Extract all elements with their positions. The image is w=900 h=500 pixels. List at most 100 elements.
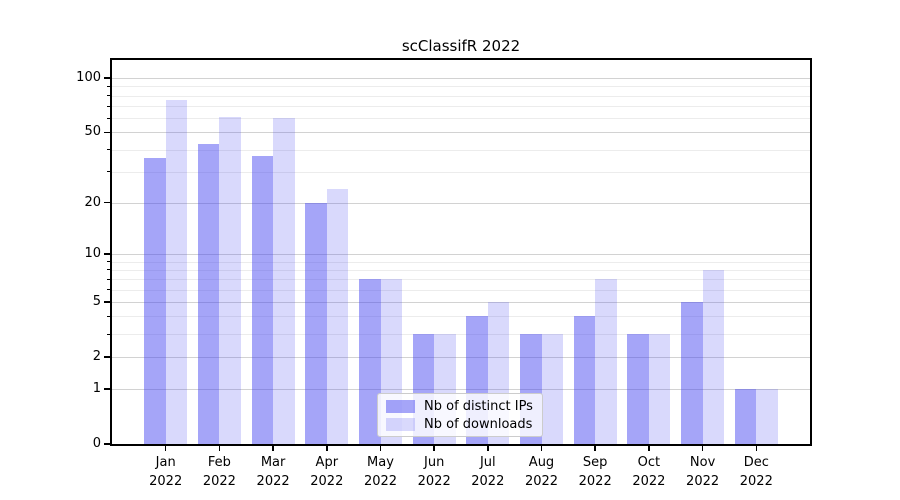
bar-feb-downloads bbox=[219, 116, 241, 444]
gridline-minor bbox=[112, 316, 810, 318]
bar-nov-downloads bbox=[702, 269, 725, 444]
bar-jan-ips bbox=[144, 157, 166, 444]
bar-may-ips bbox=[359, 279, 381, 444]
y-tick-label: 0 bbox=[92, 436, 101, 451]
bar-aug-downloads bbox=[541, 334, 563, 444]
y-tick-label: 5 bbox=[92, 294, 101, 309]
gridline-minor bbox=[112, 95, 810, 97]
x-tick-label-apr: Apr 2022 bbox=[310, 455, 344, 489]
gridline-minor bbox=[112, 269, 810, 271]
gridline-minor bbox=[112, 261, 810, 263]
x-tick-mark bbox=[218, 446, 221, 451]
y-tick-label: 10 bbox=[84, 245, 101, 261]
x-tick-mark bbox=[487, 446, 489, 451]
y-tick-mark bbox=[104, 356, 110, 358]
y-minor-tick-mark bbox=[106, 85, 110, 87]
gridline-minor bbox=[112, 86, 810, 88]
bar-oct-downloads bbox=[648, 334, 671, 444]
bar-sep-ips bbox=[573, 316, 596, 444]
legend-row: Nb of distinct IPs bbox=[386, 399, 536, 414]
y-tick-label: 2 bbox=[92, 348, 101, 364]
gridline-minor bbox=[112, 334, 810, 336]
legend-label: Nb of downloads bbox=[424, 416, 533, 432]
x-tick-label-may: May 2022 bbox=[363, 455, 398, 489]
x-tick-label-jun: Jun 2022 bbox=[417, 455, 451, 489]
x-tick-label-jan: Jan 2022 bbox=[149, 455, 183, 489]
gridline-major bbox=[112, 78, 810, 80]
gridline-minor bbox=[112, 118, 810, 120]
gridline-minor bbox=[112, 149, 810, 151]
y-minor-tick-mark bbox=[106, 95, 110, 97]
x-tick-label-sep: Sep 2022 bbox=[578, 455, 612, 489]
plot-area: Nb of distinct IPs Nb of downloads bbox=[110, 58, 812, 446]
x-tick-label-aug: Aug 2022 bbox=[524, 455, 559, 489]
bar-mar-downloads bbox=[273, 118, 295, 444]
x-tick-label-feb: Feb 2022 bbox=[202, 455, 236, 489]
x-tick-mark bbox=[540, 446, 543, 451]
y-tick-mark bbox=[104, 253, 110, 255]
x-tick-label-nov: Nov 2022 bbox=[686, 455, 720, 489]
y-tick-mark bbox=[104, 77, 110, 79]
y-minor-tick-mark bbox=[106, 289, 110, 291]
y-minor-tick-mark bbox=[106, 278, 110, 280]
y-tick-mark bbox=[104, 443, 110, 445]
y-tick-label: 100 bbox=[76, 70, 101, 86]
y-minor-tick-mark bbox=[106, 105, 110, 107]
bar-oct-ips bbox=[627, 334, 649, 444]
y-minor-tick-mark bbox=[106, 260, 110, 263]
y-tick-label: 50 bbox=[84, 124, 101, 140]
bar-mar-ips bbox=[251, 155, 274, 444]
chart-title: scClassifR 2022 bbox=[401, 37, 521, 55]
x-tick-label-jul: Jul 2022 bbox=[471, 455, 505, 489]
gridline-major bbox=[112, 389, 810, 391]
y-minor-tick-mark bbox=[106, 315, 110, 317]
gridline-minor bbox=[112, 289, 810, 291]
bars-layer bbox=[112, 60, 810, 444]
x-tick-mark bbox=[648, 446, 650, 451]
gridline-minor bbox=[112, 106, 810, 108]
x-tick-mark bbox=[164, 446, 167, 451]
bar-feb-ips bbox=[197, 144, 220, 444]
x-tick-mark bbox=[272, 446, 274, 451]
gridline-minor bbox=[112, 279, 810, 281]
y-tick-mark bbox=[104, 388, 110, 390]
bar-nov-ips bbox=[681, 302, 703, 444]
bar-apr-downloads bbox=[326, 188, 349, 444]
x-tick-mark bbox=[326, 446, 328, 451]
x-tick-mark bbox=[594, 446, 596, 451]
bar-jan-downloads bbox=[165, 99, 188, 444]
y-minor-tick-mark bbox=[106, 117, 110, 119]
bar-dec-downloads bbox=[756, 389, 778, 444]
y-minor-tick-mark bbox=[106, 149, 110, 151]
y-minor-tick-mark bbox=[106, 269, 110, 271]
x-tick-mark bbox=[755, 446, 758, 451]
x-tick-mark bbox=[433, 446, 435, 451]
x-tick-label-mar: Mar 2022 bbox=[256, 455, 290, 489]
bar-apr-ips bbox=[305, 202, 327, 444]
bar-sep-downloads bbox=[595, 279, 617, 444]
gridline-major bbox=[112, 132, 810, 134]
x-tick-mark bbox=[379, 446, 382, 451]
gridline-minor bbox=[112, 171, 810, 173]
y-minor-tick-mark bbox=[106, 333, 110, 335]
legend-swatch-icon bbox=[386, 399, 415, 413]
gridline-major bbox=[112, 356, 810, 358]
x-tick-label-dec: Dec 2022 bbox=[739, 455, 773, 489]
gridline-major bbox=[112, 302, 810, 303]
y-tick-mark bbox=[104, 201, 110, 204]
y-tick-label: 20 bbox=[84, 194, 101, 210]
legend-swatch-icon bbox=[386, 417, 415, 431]
bar-dec-ips bbox=[734, 389, 757, 444]
gridlines-layer bbox=[112, 60, 810, 444]
x-tick-mark bbox=[701, 446, 704, 451]
legend-label: Nb of distinct IPs bbox=[424, 398, 533, 414]
legend: Nb of distinct IPs Nb of downloads bbox=[377, 393, 543, 437]
gridline-major bbox=[112, 253, 810, 255]
y-tick-label: 1 bbox=[92, 381, 101, 397]
gridline-major bbox=[112, 202, 810, 204]
y-tick-mark bbox=[104, 131, 110, 134]
y-minor-tick-mark bbox=[106, 171, 110, 173]
x-tick-label-oct: Oct 2022 bbox=[632, 455, 666, 489]
y-tick-mark bbox=[104, 301, 110, 303]
